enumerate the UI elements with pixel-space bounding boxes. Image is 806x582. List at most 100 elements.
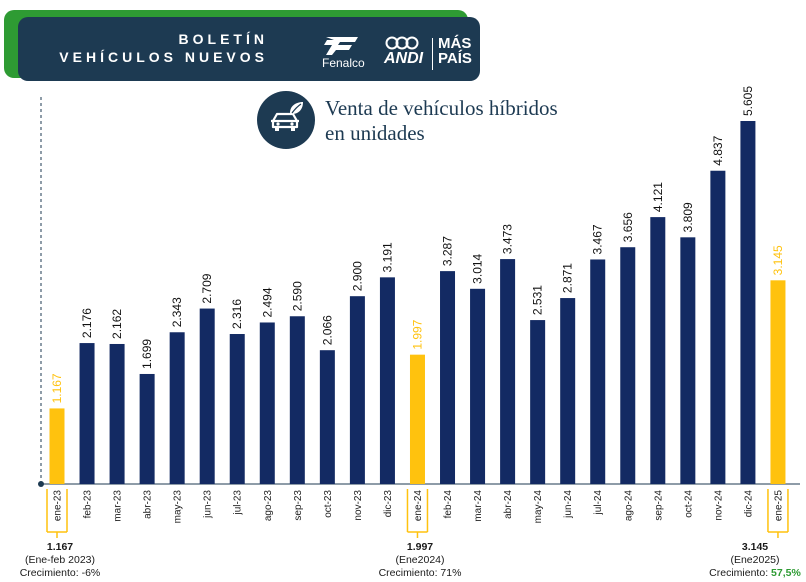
note-ene-25-period: (Ene2025) [730,554,780,566]
bar-feb-23 [79,343,95,484]
bar-sep-23 [289,316,305,484]
tick-label-ago-24: ago-24 [623,490,634,522]
note-ene-25-growth-value: 57,5% [771,567,801,579]
tick-label-abr-24: abr-24 [503,490,514,519]
note-ene-24-period: (Ene2024) [395,554,445,566]
note-ene-23-growth-value: -6% [81,567,101,579]
car-leaf-icon [257,91,315,149]
andi-mark-icon [385,36,419,50]
bar-abr-24 [500,259,516,484]
value-label-oct-23: 2.066 [320,315,334,345]
note-ene-25-value: 3.145 [741,541,769,553]
highlight-bracket-ene-25 [767,489,789,538]
tick-label-nov-23: nov-23 [353,490,364,521]
tick-label-oct-23: oct-23 [323,490,334,518]
fenalco-mark-icon [324,37,358,55]
tick-label-jun-24: jun-24 [563,490,574,519]
bar-mar-24 [470,288,486,484]
value-label-may-23: 2.343 [170,297,184,327]
tick-label-ene-23: ene-23 [53,490,64,522]
tick-label-sep-24: sep-24 [653,490,664,521]
tick-label-jul-24: jul-24 [593,490,604,516]
tick-label-ago-23: ago-23 [263,490,274,522]
bar-ago-24 [620,247,636,484]
bar-jun-24 [560,298,576,484]
value-label-mar-23: 2.162 [110,309,124,339]
value-label-jun-23: 2.709 [200,273,214,303]
tick-label-sep-23: sep-23 [293,490,304,521]
tick-label-mar-23: mar-23 [113,490,124,522]
mas-pais-line2: PAÍS [438,50,472,67]
x-axis-origin-dot [38,481,44,487]
bar-nov-24 [710,170,726,485]
fenalco-logo-text: Fenalco [322,56,365,70]
tick-label-ene-25: ene-25 [773,490,784,522]
chart-title: Venta de vehículos híbridos en unidades [325,96,625,146]
tick-label-feb-24: feb-24 [443,490,454,519]
tick-label-nov-24: nov-24 [713,490,724,521]
tick-label-dic-24: dic-24 [743,490,754,518]
value-label-ago-24: 3.656 [621,212,635,242]
note-ene-24-value: 1.997 [406,541,434,553]
andi-logo: ANDI [384,36,430,67]
value-label-dic-23: 3.191 [380,242,394,272]
value-label-mar-24: 3.014 [471,253,485,283]
bar-dic-23 [379,277,395,484]
bar-feb-24 [440,271,456,484]
tick-label-may-23: may-23 [173,490,184,524]
highlight-bracket-ene-23 [46,489,68,538]
bar-sep-24 [650,217,666,485]
chart-title-line1: Venta de vehículos híbridos [325,96,558,120]
value-label-oct-24: 3.809 [681,202,695,232]
value-label-sep-23: 2.590 [290,281,304,311]
value-label-ene-23: 1.167 [50,373,64,403]
value-label-jul-24: 3.467 [591,224,605,254]
value-label-ene-24: 1.997 [410,319,424,349]
value-label-sep-24: 4.121 [651,182,665,212]
value-label-feb-23: 2.176 [80,308,94,338]
tick-label-mar-24: mar-24 [473,490,484,522]
note-ene-25-growth-label: Crecimiento: [709,567,769,579]
note-ene-24-growth-value: 71% [440,567,462,579]
value-label-jun-24: 2.871 [561,263,575,293]
tick-label-jun-23: jun-23 [203,490,214,519]
fenalco-logo: Fenalco [322,34,372,74]
value-label-may-24: 2.531 [531,285,545,315]
value-label-nov-24: 4.837 [711,135,725,165]
tick-label-abr-23: abr-23 [143,490,154,519]
value-label-nov-23: 2.900 [350,261,364,291]
tick-label-may-24: may-24 [533,490,544,524]
bar-may-23 [169,332,185,484]
note-ene-25: 3.145 (Ene2025) Crecimiento: 57,5% [706,541,804,580]
logo-separator [432,38,433,70]
value-label-jul-23: 2.316 [230,299,244,329]
note-ene-24: 1.997 (Ene2024) Crecimiento: 71% [370,541,470,580]
tick-label-jul-23: jul-23 [233,490,244,516]
value-label-ago-23: 2.494 [260,287,274,317]
tick-label-ene-24: ene-24 [413,490,424,522]
bar-oct-23 [319,350,335,484]
mas-pais-line1: MÁS [438,35,472,52]
note-ene-23-growth-label: Crecimiento: [19,567,79,579]
bar-jul-23 [229,334,245,484]
note-ene-23-period: (Ene-feb 2023) [24,554,96,566]
bulletin-title-line1: BOLETÍN [178,31,268,47]
bar-mar-23 [109,343,125,484]
tick-label-dic-23: dic-23 [383,490,394,518]
bar-ene-24 [409,354,425,484]
bar-ago-23 [259,322,275,484]
note-ene-23: 1.167 (Ene-feb 2023) Crecimiento: -6% [4,541,116,580]
bar-jun-23 [199,308,215,484]
bar-jul-24 [590,259,606,484]
value-label-feb-24: 3.287 [441,236,455,266]
andi-logo-text: ANDI [384,50,424,67]
bar-nov-23 [349,296,365,484]
note-ene-24-growth-label: Crecimiento: [378,567,438,579]
highlight-bracket-ene-24 [406,489,429,538]
bar-oct-24 [680,237,696,484]
bar-dic-24 [740,121,756,484]
value-label-dic-24: 5.605 [741,86,755,116]
value-label-ene-25: 3.145 [771,245,785,275]
bar-abr-23 [139,373,155,484]
